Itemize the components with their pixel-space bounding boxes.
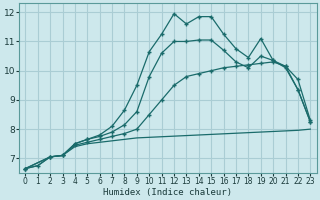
X-axis label: Humidex (Indice chaleur): Humidex (Indice chaleur) <box>103 188 232 197</box>
